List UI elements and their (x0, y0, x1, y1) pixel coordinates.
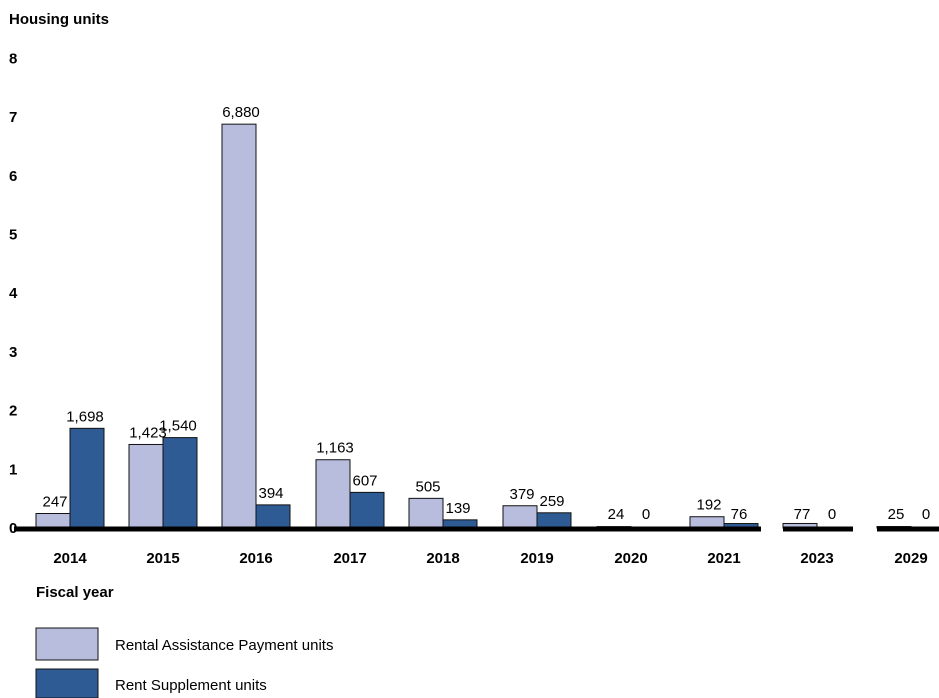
data-label: 76 (731, 506, 748, 523)
bar-rental-assistance (315, 459, 351, 529)
y-tick-label: 3 (9, 344, 17, 361)
bar-rental-assistance (35, 513, 71, 529)
x-tick-label: 2015 (146, 550, 179, 567)
y-axis-ticks: 0 1 2 3 4 5 6 7 8 (9, 50, 18, 537)
x-tick-label: 2019 (520, 550, 553, 567)
data-label: 0 (922, 506, 930, 523)
bar-rent-supplement (536, 512, 572, 529)
data-label: 607 (352, 472, 377, 489)
bar-rent-supplement (255, 504, 291, 529)
x-tick-label: 2023 (800, 550, 833, 567)
bar-rent-supplement (69, 427, 105, 529)
x-axis-title: Fiscal year (36, 584, 114, 601)
bar-rental-assistance (128, 443, 164, 529)
x-tick-label: 2021 (707, 550, 740, 567)
data-label: 6,880 (222, 104, 260, 121)
legend-swatch-rental-assistance (35, 627, 99, 661)
bar-rent-supplement (349, 491, 385, 529)
x-tick-label: 2020 (614, 550, 647, 567)
y-tick-label: 6 (9, 168, 17, 185)
x-tick-label: 2017 (333, 550, 366, 567)
x-tick-label: 2029 (894, 550, 927, 567)
data-label: 394 (258, 485, 283, 502)
y-tick-label: 0 (9, 520, 17, 537)
legend-label-rent-supplement: Rent Supplement units (115, 677, 267, 694)
data-label: 1,423 (129, 424, 167, 441)
y-tick-label: 2 (9, 403, 17, 420)
bar-rental-assistance (689, 516, 725, 529)
x-tick-label: 2014 (53, 550, 87, 567)
data-label: 192 (696, 497, 721, 514)
bars-group (35, 123, 912, 529)
bar-rental-assistance (221, 123, 257, 529)
legend-label-rental-assistance: Rental Assistance Payment units (115, 637, 333, 654)
y-tick-label: 5 (9, 227, 17, 244)
y-tick-label: 4 (9, 285, 18, 302)
data-label: 259 (539, 493, 564, 510)
data-label: 1,698 (66, 408, 104, 425)
x-axis-ticks: 2014 2015 2016 2017 2018 2019 2020 2021 2023 2029 (53, 550, 927, 567)
data-label: 139 (445, 500, 470, 517)
y-tick-label: 1 (9, 461, 17, 478)
data-label: 25 (888, 506, 905, 523)
y-axis-title: Housing units (9, 11, 109, 28)
data-label: 0 (828, 506, 836, 523)
data-label: 379 (509, 486, 534, 503)
data-label: 24 (608, 506, 625, 523)
data-label: 77 (794, 506, 811, 523)
data-label: 1,540 (159, 418, 197, 435)
data-label: 0 (642, 506, 650, 523)
data-label: 1,163 (316, 440, 354, 457)
y-tick-label: 8 (9, 50, 17, 67)
x-tick-label: 2016 (239, 550, 272, 567)
legend: Rental Assistance Payment units Rent Sup… (35, 627, 333, 698)
bar-rental-assistance (408, 497, 444, 529)
x-tick-label: 2018 (426, 550, 459, 567)
data-label: 247 (42, 494, 67, 511)
bar-rent-supplement (162, 437, 198, 529)
legend-swatch-rent-supplement (35, 668, 99, 698)
bar-rental-assistance (502, 505, 538, 529)
y-tick-label: 7 (9, 109, 17, 126)
data-label: 505 (415, 478, 440, 495)
